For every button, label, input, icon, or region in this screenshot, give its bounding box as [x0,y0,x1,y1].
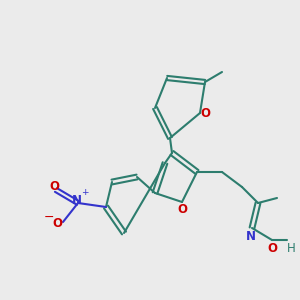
Text: N: N [71,194,82,206]
Text: O: O [200,107,210,120]
Text: N: N [245,230,256,243]
Text: O: O [178,203,188,216]
Text: H: H [287,242,296,255]
Text: O: O [50,181,59,194]
Text: O: O [52,217,63,230]
Text: −: − [44,211,54,224]
Text: O: O [268,242,278,255]
Text: +: + [81,188,88,197]
